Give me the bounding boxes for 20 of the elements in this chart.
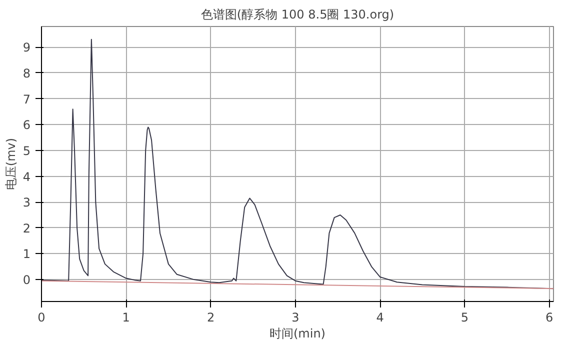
x-tick-label: 1 xyxy=(122,310,130,324)
chart-title: 色谱图(醇系物 100 8.5圈 130.org) xyxy=(200,8,394,22)
y-tick-label: 5 xyxy=(22,144,31,158)
y-axis-title: 电压(mv) xyxy=(4,138,18,190)
y-tick-label: 9 xyxy=(22,40,31,55)
y-tick-label: 0 xyxy=(22,273,31,288)
x-tick-label: 0 xyxy=(38,310,46,324)
y-tick-label: 7 xyxy=(22,92,31,106)
x-tick-label: 6 xyxy=(545,310,554,324)
x-tick-label: 5 xyxy=(460,310,468,324)
x-axis-title: 时间(min) xyxy=(270,326,326,340)
x-tick-label: 3 xyxy=(292,310,300,324)
x-tick-label: 4 xyxy=(376,310,384,324)
x-tick-label: 2 xyxy=(206,310,215,324)
y-tick-label: 2 xyxy=(22,221,31,236)
y-tick-label: 8 xyxy=(22,66,31,80)
y-tick-label: 4 xyxy=(22,170,31,184)
y-tick-label: 1 xyxy=(22,247,31,262)
y-tick-label: 3 xyxy=(22,196,31,210)
y-tick-label: 6 xyxy=(22,118,31,132)
